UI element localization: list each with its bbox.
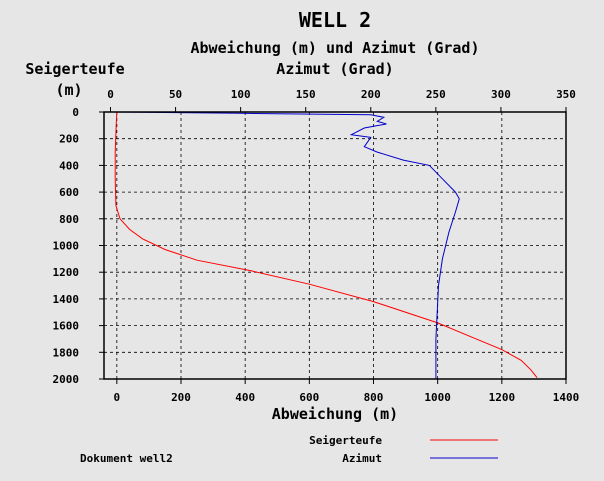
footer-document-label: Dokument well2 <box>80 452 173 465</box>
bottom-tick-label: 1400 <box>553 391 580 404</box>
top-tick-label: 300 <box>491 88 511 101</box>
bottom-tick-label: 1200 <box>489 391 516 404</box>
y-axis-label: Seigerteufe <box>25 60 124 78</box>
y-tick-label: 1000 <box>53 240 80 253</box>
y-tick-label: 1800 <box>53 346 80 359</box>
top-tick-label: 150 <box>296 88 316 101</box>
bottom-tick-label: 600 <box>299 391 319 404</box>
chart-title: WELL 2 <box>299 8 371 32</box>
y-tick-label: 600 <box>59 186 79 199</box>
y-tick-label: 2000 <box>53 373 80 386</box>
top-tick-label: 100 <box>231 88 251 101</box>
plot-frame <box>103 111 567 380</box>
y-tick-label: 1600 <box>53 320 80 333</box>
series-group <box>110 111 538 379</box>
top-tick-label: 250 <box>426 88 446 101</box>
y-tick-label: 800 <box>59 213 79 226</box>
bottom-tick-label: 1000 <box>424 391 451 404</box>
legend-label-azimut: Azimut <box>342 452 382 465</box>
top-tick-label: 0 <box>107 88 114 101</box>
chart-subtitle: Abweichung (m) und Azimut (Grad) <box>191 39 480 57</box>
series-line-seigerteufe <box>114 111 538 379</box>
bottom-tick-label: 200 <box>171 391 191 404</box>
top-tick-label: 50 <box>169 88 182 101</box>
y-tick-label: 1200 <box>53 266 80 279</box>
y-tick-label: 200 <box>59 133 79 146</box>
bottom-axis-label: Abweichung (m) <box>272 405 398 423</box>
series-line-azimut <box>110 111 460 379</box>
bottom-tick-label: 0 <box>114 391 121 404</box>
top-tick-label: 350 <box>556 88 576 101</box>
y-axis-unit: (m) <box>55 81 82 99</box>
bottom-tick-label: 800 <box>364 391 384 404</box>
legend-label-seigerteufe: Seigerteufe <box>309 434 382 447</box>
bottom-tick-label: 400 <box>235 391 255 404</box>
grid <box>104 112 566 379</box>
top-tick-label: 200 <box>361 88 381 101</box>
y-tick-label: 1400 <box>53 293 80 306</box>
y-tick-label: 0 <box>72 106 79 119</box>
top-axis-label: Azimut (Grad) <box>276 60 393 78</box>
legend: Seigerteufe Azimut <box>309 434 498 465</box>
y-tick-label: 400 <box>59 159 79 172</box>
